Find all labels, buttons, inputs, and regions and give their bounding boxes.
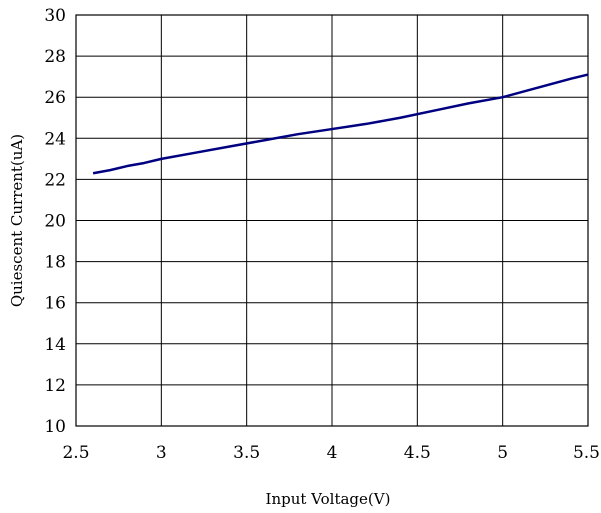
x-tick-label: 5.5 <box>573 443 600 463</box>
tick-labels: 2.5 3 3.5 4 4.5 5 5.5 30 28 26 24 22 20 18 16 14 12 10 <box>44 6 600 463</box>
x-tick-label: 3 <box>156 443 167 463</box>
y-tick-label: 20 <box>44 212 66 232</box>
y-tick-label: 10 <box>44 417 66 437</box>
y-tick-label: 28 <box>44 47 66 67</box>
series-line <box>92 73 589 175</box>
y-axis-label: Quiescent Current(uA) <box>8 134 26 307</box>
grid <box>75 14 589 427</box>
y-tick-label: 24 <box>44 129 66 149</box>
x-axis-label: Input Voltage(V) <box>266 490 391 508</box>
y-tick-label: 30 <box>44 6 66 26</box>
plot-border <box>75 14 589 427</box>
y-tick-label: 12 <box>44 376 66 396</box>
x-tick-label: 4 <box>327 443 338 463</box>
x-tick-label: 2.5 <box>62 443 89 463</box>
y-tick-label: 22 <box>44 170 66 190</box>
x-tick-label: 3.5 <box>233 443 260 463</box>
x-tick-label: 5 <box>497 443 508 463</box>
y-tick-label: 18 <box>44 253 66 273</box>
x-tick-label: 4.5 <box>404 443 431 463</box>
y-tick-label: 14 <box>44 335 66 355</box>
y-tick-label: 16 <box>44 294 66 314</box>
y-tick-label: 26 <box>44 88 66 108</box>
series-layer <box>92 73 589 175</box>
